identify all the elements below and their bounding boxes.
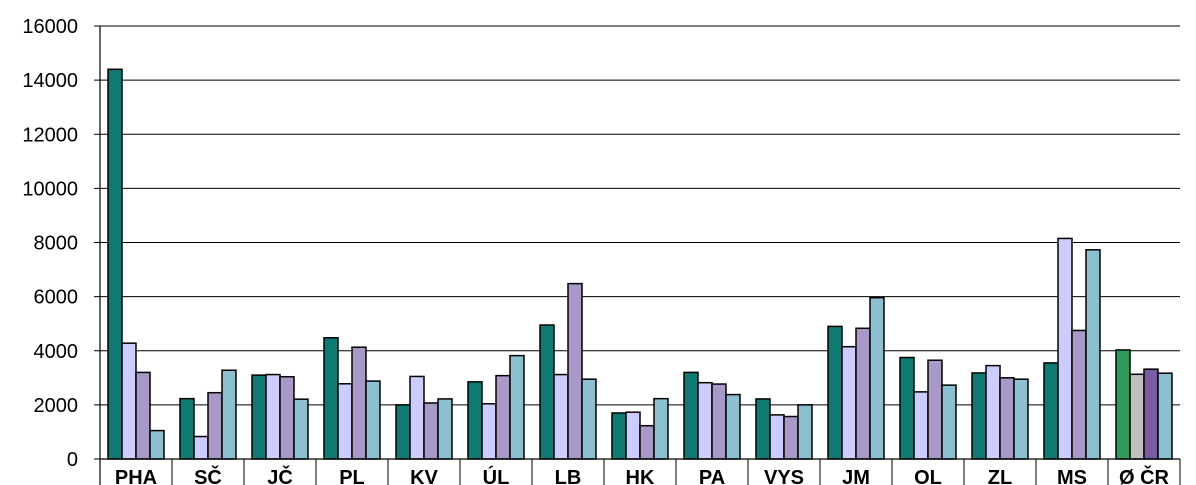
category-label: Ø ČR	[1119, 465, 1170, 485]
y-tick-label: 2000	[34, 395, 79, 417]
bar	[539, 324, 555, 460]
bar	[1143, 368, 1159, 460]
bar	[999, 377, 1015, 460]
bar	[899, 356, 915, 460]
category-label: ZL	[988, 467, 1012, 485]
y-tick-label: 6000	[34, 287, 79, 309]
bar	[1085, 249, 1101, 460]
bar	[927, 359, 943, 460]
category-label: PA	[699, 467, 725, 485]
category-label: JČ	[267, 465, 293, 485]
category-label: PHA	[115, 467, 157, 485]
bar	[437, 398, 453, 460]
bar	[1071, 329, 1087, 460]
bar	[1129, 373, 1145, 460]
bar	[107, 68, 123, 460]
y-tick-label: 0	[67, 449, 78, 471]
category-label: JM	[842, 467, 870, 485]
bar	[293, 398, 309, 460]
bar	[323, 337, 339, 460]
y-tick-label: 8000	[34, 233, 79, 255]
bar	[625, 411, 641, 460]
bar	[827, 325, 843, 460]
bar	[135, 371, 151, 460]
bars	[107, 68, 1173, 460]
axes	[94, 25, 1181, 485]
bar	[121, 342, 137, 460]
bar	[653, 397, 669, 460]
bar	[711, 383, 727, 460]
category-label: SČ	[194, 465, 222, 485]
gridlines	[100, 25, 1180, 406]
bar	[1057, 237, 1073, 460]
y-tick-label: 4000	[34, 341, 79, 363]
bar	[495, 374, 511, 460]
y-axis-tick-labels: 0 2000 4000 6000 8000 10000 12000 14000 16000	[22, 16, 78, 471]
y-tick-label: 12000	[22, 124, 78, 146]
category-label: PL	[339, 467, 365, 485]
bar	[221, 369, 237, 460]
bar	[567, 282, 583, 460]
bar	[769, 414, 785, 460]
bar	[553, 373, 569, 460]
bar	[365, 380, 381, 460]
bar	[149, 429, 165, 460]
bar	[1115, 349, 1131, 460]
category-label: KV	[410, 467, 438, 485]
bar	[697, 381, 713, 460]
bar	[1013, 378, 1029, 460]
category-label: MS	[1057, 467, 1087, 485]
bar	[265, 373, 281, 460]
category-label: LB	[555, 467, 582, 485]
bar	[755, 398, 771, 460]
bar	[783, 415, 799, 460]
bar	[279, 375, 295, 460]
bar	[1043, 362, 1059, 460]
bar	[639, 424, 655, 460]
bar	[251, 374, 267, 460]
category-label: HK	[626, 467, 655, 485]
bar	[797, 404, 813, 460]
bar	[855, 327, 871, 460]
category-label: VYS	[764, 467, 804, 485]
y-tick-label: 10000	[22, 178, 78, 200]
bar	[581, 378, 597, 460]
category-label: OL	[914, 467, 942, 485]
bar	[913, 391, 929, 460]
bar	[193, 435, 209, 460]
bar	[725, 393, 741, 460]
bar	[179, 397, 195, 460]
bar	[409, 375, 425, 460]
bar	[971, 372, 987, 460]
bar	[207, 391, 223, 460]
bar	[351, 346, 367, 460]
bar	[337, 383, 353, 460]
bar	[985, 364, 1001, 460]
bar	[611, 412, 627, 460]
bar	[869, 296, 885, 460]
bar	[509, 354, 525, 460]
bar	[841, 345, 857, 460]
bar	[941, 384, 957, 460]
x-axis-category-labels: PHA SČ JČ PL KV ÚL LB HK PA VYS JM OL ZL MS Ø ČR	[115, 465, 1170, 485]
bar	[1157, 372, 1173, 460]
bar	[395, 404, 411, 460]
bar	[423, 402, 439, 460]
bar	[481, 403, 497, 460]
category-label: ÚL	[483, 465, 510, 485]
bar	[683, 371, 699, 460]
bar	[467, 381, 483, 460]
y-tick-label: 16000	[22, 16, 78, 38]
y-tick-label: 14000	[22, 70, 78, 92]
